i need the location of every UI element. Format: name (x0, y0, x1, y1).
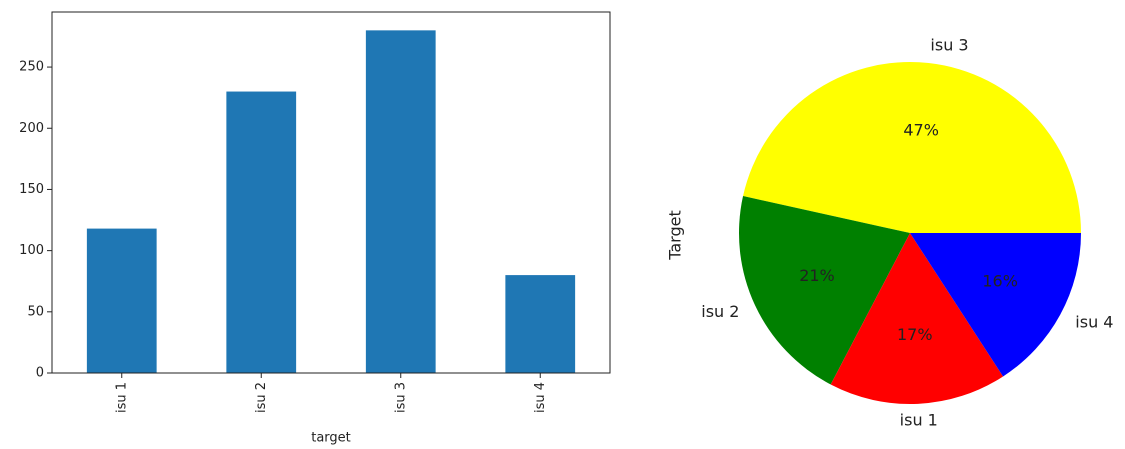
x-tick-label: isu 3 (393, 382, 408, 413)
x-axis-label: target (311, 431, 351, 446)
percent-label: 17% (897, 325, 933, 344)
y-tick-label: 250 (19, 60, 44, 75)
percent-label: 16% (982, 271, 1018, 290)
slice-label: isu 4 (1075, 312, 1113, 331)
bar (505, 275, 576, 373)
percent-label: 47% (903, 121, 939, 140)
pie-slice (743, 62, 1081, 234)
bar (226, 91, 297, 374)
slice-label: isu 2 (701, 302, 739, 321)
pie-slice (739, 196, 910, 385)
y-tick-label: 150 (19, 182, 44, 197)
slice-label: isu 3 (930, 36, 968, 55)
y-tick-label: 50 (27, 304, 44, 319)
y-tick-label: 200 (19, 121, 44, 136)
plot-frame (51, 11, 611, 374)
x-tick-label: isu 4 (533, 382, 548, 413)
bar (86, 228, 157, 373)
y-tick-label: 100 (19, 243, 44, 258)
percent-label: 21% (799, 266, 835, 285)
pie-slice (830, 233, 1004, 404)
x-tick-label: isu 1 (114, 382, 129, 413)
pie-slice (910, 233, 1081, 377)
pie: isu 3 47% isu 2 21% isu 1 17% isu 4 16% Target (666, 36, 1114, 430)
y-tick-label: 0 (36, 366, 44, 381)
x-tick-label: isu 2 (254, 382, 269, 413)
bar (365, 30, 436, 374)
y-axis-label: Target (666, 210, 685, 261)
slice-label: isu 1 (900, 410, 938, 429)
